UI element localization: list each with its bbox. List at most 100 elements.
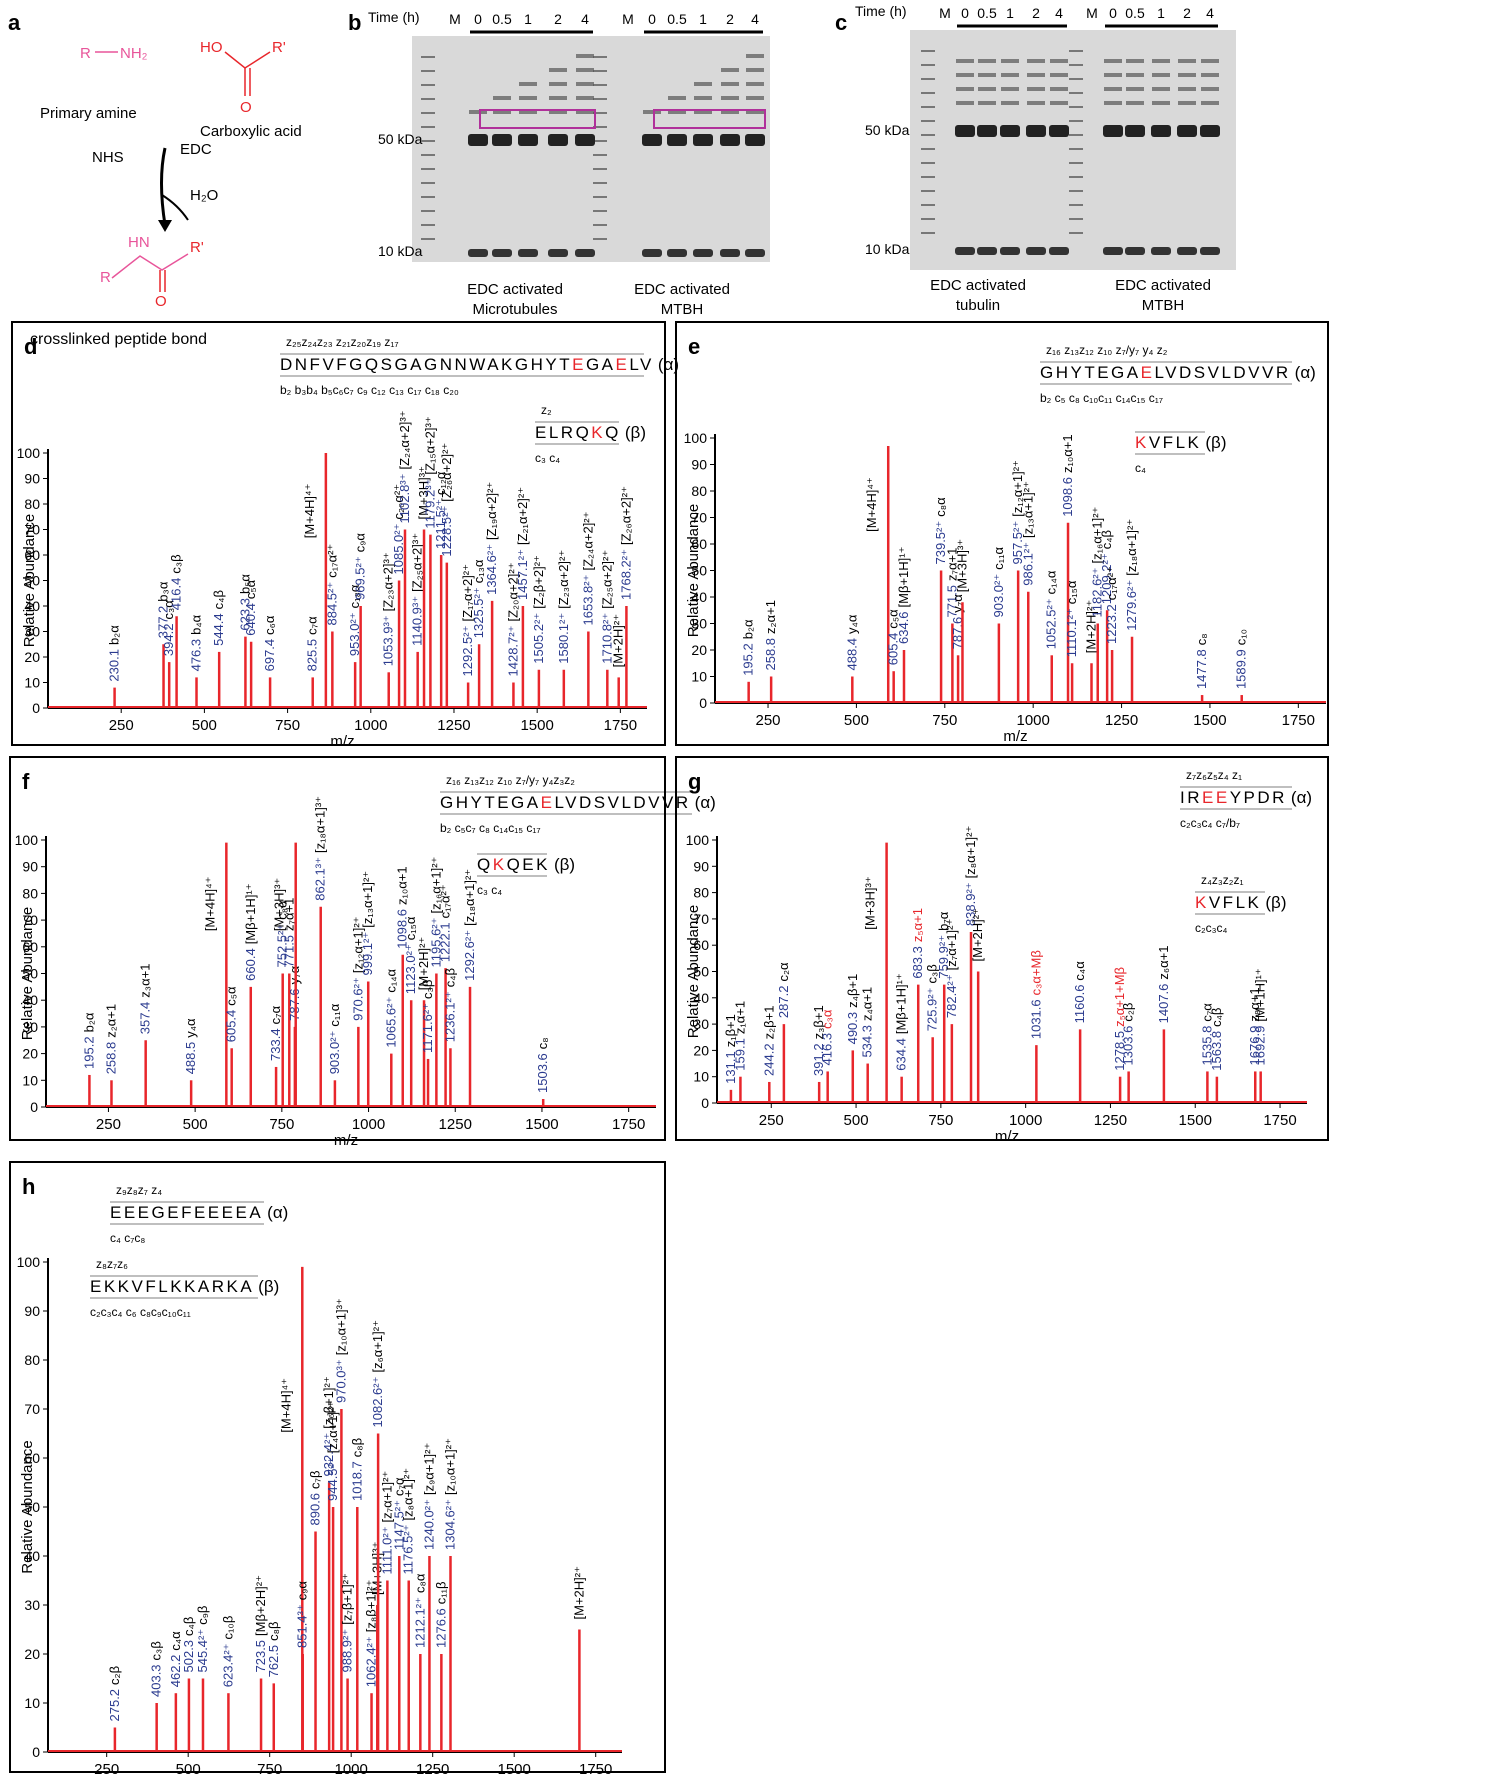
ladder-band — [921, 218, 935, 220]
peak-mz: 1140.9³⁺ — [410, 596, 425, 646]
peak-mz: 1589.9 — [1234, 649, 1249, 689]
peak-ion: [Z₂₀α+2]²⁺ — [505, 562, 520, 621]
y-tick-label: 10 — [693, 1069, 709, 1085]
peak-mz: 230.1 — [107, 649, 122, 682]
peak-ion: z₄β+1 — [845, 974, 860, 1008]
y-tick-label: 60 — [693, 937, 709, 953]
band — [1178, 87, 1196, 91]
peak-mz: 1147.5²⁺ — [391, 1500, 406, 1550]
marker-label: 50 kDa — [865, 122, 910, 138]
peak-label: 634.6 [Mβ+1H]¹⁺ — [896, 547, 911, 644]
band — [548, 249, 568, 257]
peak-ion: [z₈α+1]²⁺ — [963, 826, 978, 879]
y-tick-label: 0 — [32, 700, 40, 716]
peak-label: [M+2H]²⁺ — [571, 1566, 586, 1619]
peak-mz: 1110.1²⁺ — [1064, 608, 1079, 657]
peak-label: 1171.6²⁺ c₃β — [420, 980, 435, 1053]
band — [746, 68, 764, 72]
sequence: GHYTEGAELVDSVLDVVR (α) — [440, 793, 716, 812]
product-r: R — [100, 269, 111, 286]
y-tick-label: 70 — [24, 522, 40, 538]
ladder-band — [421, 70, 435, 72]
band — [575, 134, 595, 146]
y-axis-label: Relative Abundance — [685, 504, 702, 637]
peak-label: 986.1²⁺ [z₁₃α+1]²⁺ — [1020, 481, 1035, 586]
peak-mz: 953.0²⁺ — [347, 612, 362, 656]
peak-mz: 1052.5²⁺ — [1044, 598, 1059, 649]
x-tick-label: 1750 — [604, 717, 637, 734]
band — [518, 249, 538, 257]
peak-ion: c₄β — [1099, 530, 1114, 549]
band — [1103, 125, 1123, 137]
band — [1049, 125, 1069, 137]
peak-label: 258.8 z₂α+1 — [763, 600, 778, 670]
peak-mz: 391.2 — [811, 1043, 826, 1076]
peak-label: 838.9²⁺ [z₈α+1]²⁺ — [963, 826, 978, 926]
peak-ion: c₄β — [1209, 1008, 1224, 1027]
residues: EEEGEFEEEEA — [110, 1203, 263, 1222]
band — [549, 82, 567, 86]
chain-tag: (α) — [1291, 788, 1312, 807]
peak-mz: 1211.5²⁺ — [433, 499, 448, 549]
peak-mz: 534.3 — [860, 1025, 875, 1058]
band — [746, 96, 764, 100]
peak-ion: [M+2H]²⁺ — [571, 1566, 586, 1619]
peak-ion: c₃β — [149, 1641, 164, 1660]
peak-label: 1279.6²⁺ [z₁₈α+1]²⁺ — [1124, 519, 1139, 631]
peak-mz: 1407.6 — [1156, 984, 1171, 1024]
peak-mz: 944.5²⁺ — [325, 1457, 340, 1501]
y-axis-label: Relative Abundance — [21, 514, 38, 647]
ladder-band — [593, 70, 607, 72]
peak-ion: [z₁₈α+1]²⁺ — [1124, 519, 1139, 576]
ladder-band — [593, 126, 607, 128]
peak-label: 1692.9 [M+1H]¹⁺ — [1253, 968, 1268, 1065]
x-tick-label: 1750 — [612, 1116, 645, 1133]
peak-label: 1082.6²⁺ [z₆α+1]²⁺ — [370, 1320, 385, 1427]
y-tick-label: 100 — [17, 1254, 41, 1270]
peak-mz: 782.4²⁺ — [944, 974, 959, 1018]
time-label: Time (h) — [855, 3, 907, 19]
peak-label: 403.3 c₃β — [149, 1641, 164, 1697]
band — [492, 134, 512, 146]
peak-ion: [M+3H]³⁺ — [954, 539, 969, 592]
peak-ion: c₈α — [275, 900, 290, 920]
y-axis-label: Relative Abundance — [19, 907, 36, 1040]
peak-label: 903.0²⁺ c₁₁α — [327, 1003, 342, 1074]
peak-label: 970.0³⁺ [z₁₀α+1]³⁺ — [333, 1298, 348, 1403]
ions-top: z₈z₇z₆ — [96, 1257, 128, 1271]
ladder-band — [593, 224, 607, 226]
ladder-band — [921, 148, 935, 150]
lane-label: 1 — [1006, 5, 1014, 21]
band — [694, 82, 712, 86]
ions-top: z₂ — [541, 403, 552, 417]
peak-mz: 1098.6 — [1060, 477, 1075, 517]
amine-r: R — [80, 45, 91, 62]
ladder-band — [1069, 78, 1083, 80]
y-tick-label: 100 — [684, 430, 708, 446]
band — [1027, 101, 1045, 105]
peak-label: 1278.5 z₅α+1+Mβ — [1112, 967, 1127, 1071]
lane-label: 0.5 — [1125, 5, 1145, 21]
y-tick-label: 40 — [24, 1548, 40, 1564]
peak-label: 544.4 c₄β — [211, 590, 226, 646]
marker-label: 10 kDa — [865, 241, 910, 257]
band — [1177, 247, 1197, 255]
peak-mz: 1768.2²⁺ — [618, 549, 633, 600]
peak-ion: z₆α+1 — [1156, 946, 1171, 980]
peak-label: [M+2H]²⁺ — [1084, 600, 1099, 653]
peak-label: 1325.5²⁺ c₁₃α — [471, 559, 486, 638]
edc: EDC — [180, 141, 212, 158]
peak-mz: 1457.1²⁺ — [515, 549, 530, 600]
peak-label: 462.2 c₄α — [168, 1631, 183, 1687]
peak-label: 605.4 c₅α — [886, 609, 901, 665]
x-tick-label: 1500 — [1179, 1112, 1212, 1129]
lane-label: 0 — [474, 11, 482, 27]
band — [493, 96, 511, 100]
band — [1152, 87, 1170, 91]
peak-ion: [z₇α+1]²⁺ — [944, 919, 959, 971]
peak-ion: [z₁₃α+1]²⁺ — [1020, 481, 1035, 538]
ladder-band — [421, 168, 435, 170]
band — [1200, 125, 1220, 137]
peak-label: 1276.6 c₁₁β — [433, 1581, 448, 1648]
band — [519, 96, 537, 100]
